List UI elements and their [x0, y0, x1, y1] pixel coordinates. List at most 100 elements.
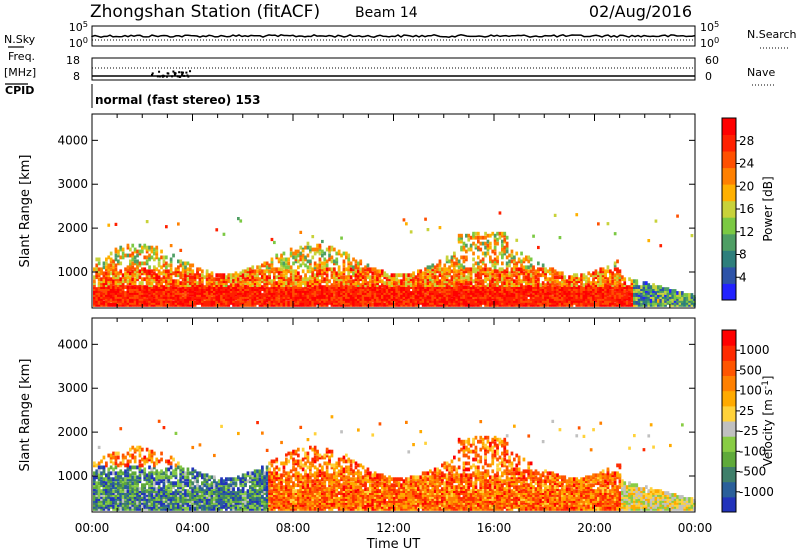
echo-cell: [143, 461, 147, 466]
echo-cell: [105, 487, 108, 491]
echo-cell: [148, 271, 151, 276]
echo-cell: [484, 295, 487, 299]
echo-cell: [109, 497, 113, 501]
echo-cell: [335, 257, 339, 262]
echo-cell: [97, 505, 101, 509]
echo-cell: [117, 275, 120, 280]
echo-cell: [688, 299, 691, 303]
echo-cell: [97, 487, 101, 491]
echo-cell: [100, 293, 103, 297]
echo-cell: [102, 489, 106, 493]
echo-cell: [599, 303, 603, 307]
echo-cell: [256, 287, 259, 291]
echo-cell: [489, 257, 492, 262]
echo-cell: [205, 279, 209, 284]
echo-cell: [565, 299, 569, 303]
echo-cell: [198, 285, 202, 289]
echo-cell: [553, 213, 557, 217]
echo-cell: [97, 491, 101, 495]
echo-cell: [129, 295, 132, 299]
echo-cell: [388, 287, 391, 291]
echo-cell: [136, 267, 139, 272]
echo-cell: [383, 281, 387, 285]
echo-cell: [465, 281, 468, 285]
echo-cell: [157, 459, 161, 464]
echo-cell: [433, 271, 437, 276]
echo-cell: [162, 271, 166, 276]
echo-cell: [455, 263, 459, 268]
echo-cell: [136, 483, 139, 488]
echo-cell: [429, 281, 432, 285]
echo-cell: [630, 295, 634, 299]
echo-cell: [162, 495, 166, 499]
echo-cell: [460, 281, 463, 285]
echo-cell: [652, 303, 655, 307]
echo-cell: [637, 287, 641, 291]
echo-cell: [513, 257, 516, 262]
echo-cell: [450, 277, 454, 282]
echo-cell: [157, 475, 161, 480]
echo-cell: [335, 291, 339, 295]
echo-cell: [309, 283, 312, 287]
echo-cell: [501, 275, 504, 280]
echo-cell: [621, 283, 624, 287]
echo-cell: [138, 507, 142, 511]
echo-cell: [671, 303, 675, 307]
echo-cell: [467, 285, 471, 289]
echo-cell: [313, 299, 317, 303]
echo-cell: [119, 269, 123, 274]
echo-cell: [515, 279, 519, 284]
echo-cell: [97, 507, 101, 511]
echo-cell: [133, 271, 137, 276]
echo-cell: [117, 483, 120, 488]
echo-cell: [493, 279, 497, 284]
echo-cell: [469, 269, 473, 274]
echo-cell: [112, 269, 115, 274]
echo-cell: [364, 279, 367, 284]
echo-cell: [304, 279, 307, 284]
echo-cell: [335, 303, 339, 307]
echo-cell: [160, 249, 163, 254]
echo-cell: [489, 241, 492, 246]
echo-cell: [282, 301, 286, 305]
echo-cell: [215, 291, 219, 295]
echo-cell: [294, 275, 298, 280]
echo-cell: [148, 487, 151, 491]
echo-cell: [304, 245, 307, 250]
echo-cell: [484, 287, 487, 291]
echo-cell: [121, 273, 125, 278]
echo-cell: [645, 303, 648, 307]
echo-cell: [623, 291, 627, 295]
echo-cell: [153, 257, 156, 262]
echo-cell: [102, 295, 106, 299]
echo-cell: [606, 222, 610, 226]
echo-cell: [402, 283, 406, 287]
echo-cell: [417, 291, 420, 295]
echo-cell: [604, 283, 607, 287]
echo-cell: [131, 251, 135, 256]
echo-cell: [414, 275, 418, 280]
echo-cell: [114, 479, 118, 484]
echo-cell: [460, 285, 463, 289]
echo-cell: [330, 273, 334, 278]
echo-cell: [580, 281, 583, 285]
echo-cell: [431, 303, 435, 307]
echo-cell: [457, 301, 461, 305]
echo-cell: [558, 291, 562, 295]
echo-cell: [630, 303, 634, 307]
colorbar-swatch: [722, 151, 736, 169]
echo-cell: [498, 279, 502, 284]
echo-cell: [587, 285, 591, 289]
echo-cell: [165, 255, 168, 260]
echo-cell: [162, 497, 166, 501]
echo-cell: [143, 243, 147, 248]
echo-cell: [172, 301, 175, 305]
echo-cell: [417, 277, 420, 282]
echo-cell: [309, 259, 312, 264]
echo-cell: [477, 303, 480, 307]
echo-cell: [438, 281, 442, 285]
echo-cell: [155, 299, 159, 303]
echo-cell: [105, 507, 108, 511]
echo-cell: [525, 293, 528, 297]
echo-cell: [117, 471, 120, 476]
